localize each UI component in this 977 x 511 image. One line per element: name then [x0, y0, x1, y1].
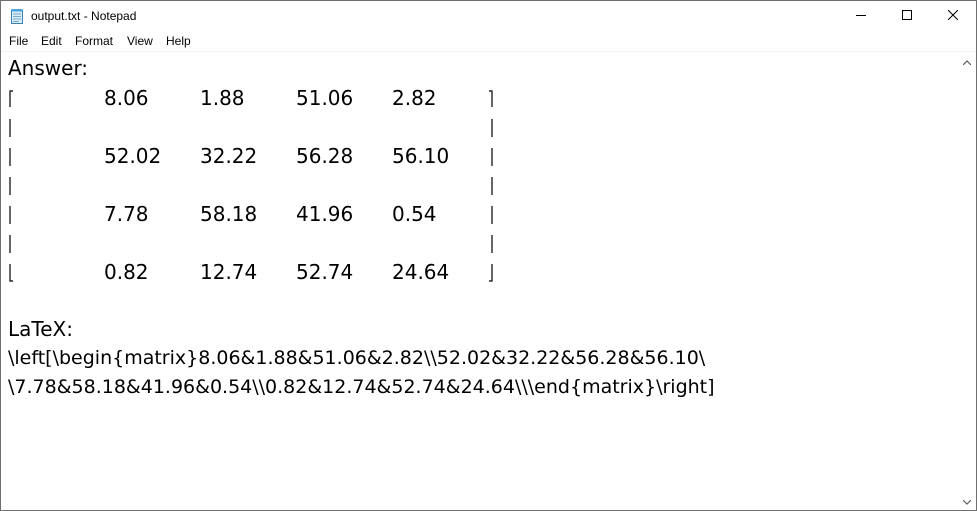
scroll-down-arrow-icon — [962, 492, 972, 510]
matrix-cell: 1.88 — [200, 86, 245, 110]
matrix-cell: 58.18 — [200, 202, 258, 226]
scroll-down-button[interactable] — [958, 492, 976, 510]
matrix-cell: 0.54 — [392, 202, 437, 226]
matrix-cell: 2.82 — [392, 86, 437, 110]
menu-bar: File Edit Format View Help — [1, 31, 976, 52]
close-button[interactable] — [930, 1, 976, 31]
notepad-icon — [9, 8, 25, 24]
close-icon — [947, 7, 959, 25]
title-bar[interactable]: output.txt - Notepad — [1, 1, 976, 31]
text-editor[interactable]: Answer: 8.06 1.88 51.06 2.82 52.02 32.22 — [1, 52, 958, 510]
matrix-cell: 52.74 — [296, 260, 354, 284]
minimize-button[interactable] — [838, 1, 884, 31]
maximize-icon — [902, 7, 912, 25]
menu-file[interactable]: File — [9, 34, 29, 48]
latex-label: LaTeX: — [8, 317, 73, 341]
matrix-cell: 52.02 — [104, 144, 162, 168]
matrix-cell: 56.28 — [296, 144, 354, 168]
matrix-cell: 8.06 — [104, 86, 149, 110]
matrix-cell: 51.06 — [296, 86, 354, 110]
matrix-cell: 7.78 — [104, 202, 149, 226]
matrix-cell: 41.96 — [296, 202, 354, 226]
vertical-scrollbar[interactable] — [958, 52, 976, 510]
menu-format[interactable]: Format — [75, 34, 114, 48]
answer-label: Answer: — [8, 56, 89, 80]
latex-line-1: \left[\begin{matrix}8.06&1.88&51.06&2.82… — [8, 347, 706, 369]
matrix-cell: 32.22 — [200, 144, 258, 168]
matrix-cell: 12.74 — [200, 260, 258, 284]
latex-line-2: \7.78&58.18&41.96&0.54\\0.82&12.74&52.74… — [8, 376, 715, 398]
menu-help[interactable]: Help — [166, 34, 191, 48]
menu-edit[interactable]: Edit — [41, 34, 62, 48]
scroll-up-arrow-icon — [962, 52, 972, 70]
scroll-up-button[interactable] — [958, 52, 976, 70]
matrix-cell: 56.10 — [392, 144, 450, 168]
minimize-icon — [856, 7, 866, 25]
menu-view[interactable]: View — [127, 34, 153, 48]
matrix-cell: 24.64 — [392, 260, 450, 284]
maximize-button[interactable] — [884, 1, 930, 31]
matrix-cell: 0.82 — [104, 260, 149, 284]
window-title: output.txt - Notepad — [31, 9, 137, 23]
